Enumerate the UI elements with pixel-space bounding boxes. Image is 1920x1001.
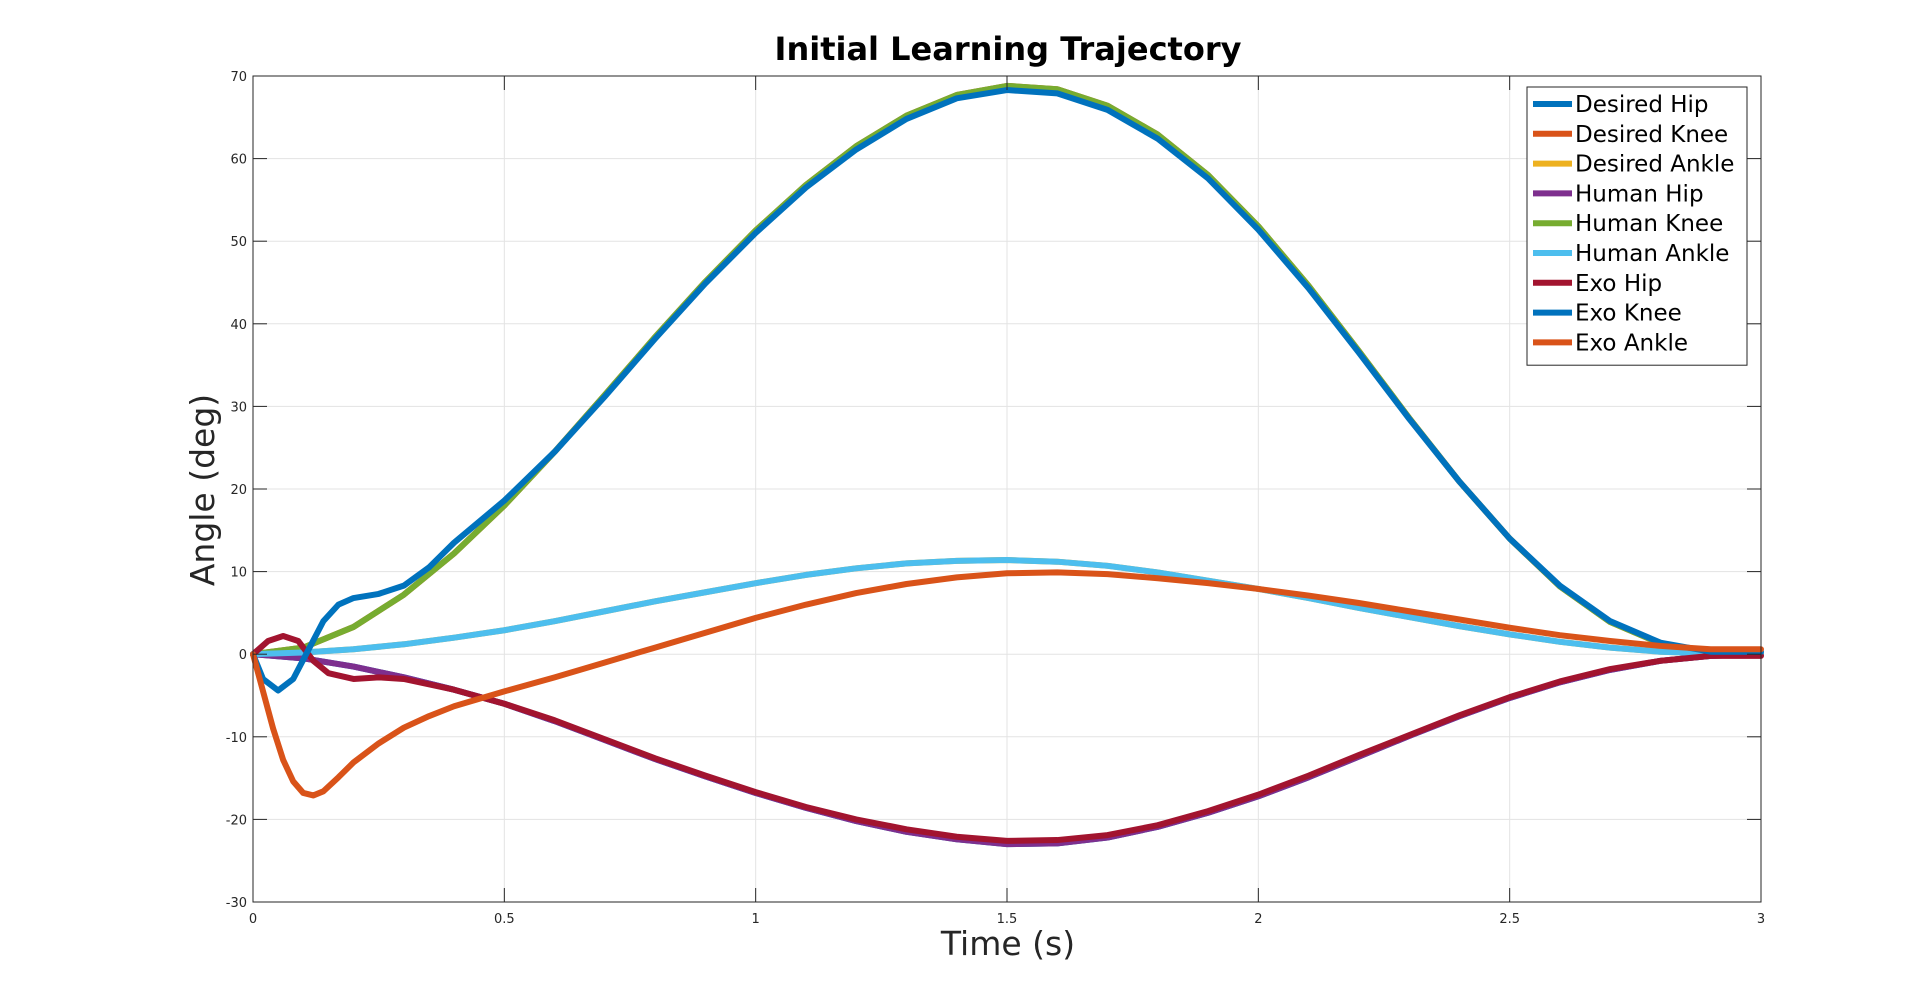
series-line-exo-hip xyxy=(250,633,1764,844)
chart-title: Initial Learning Trajectory xyxy=(775,30,1242,68)
series-line-exo-ankle xyxy=(250,569,1764,799)
y-tick-label: -30 xyxy=(226,896,247,911)
tick-labels: 0 0.5 1 1.5 2 2.5 3 -30 -20 -10 0 10 20 30 40 50 60 70 xyxy=(226,70,1765,927)
legend-label: Human Hip xyxy=(1575,181,1704,207)
x-tick-label: 0.5 xyxy=(494,912,515,927)
x-tick-label: 1.5 xyxy=(997,912,1018,927)
x-tick-label: 2.5 xyxy=(1499,912,1520,927)
x-tick-label: 0 xyxy=(249,912,257,927)
x-tick-label: 3 xyxy=(1757,912,1765,927)
legend: Desired Hip Desired Knee Desired Ankle Huma… xyxy=(1526,86,1748,366)
y-tick-label: -20 xyxy=(226,813,247,828)
x-tick-label: 1 xyxy=(752,912,760,927)
axes xyxy=(252,75,1762,903)
legend-label: Desired Ankle xyxy=(1575,152,1734,178)
x-tick-label: 2 xyxy=(1254,912,1262,927)
y-tick-label: 40 xyxy=(230,318,247,333)
y-tick-label: 50 xyxy=(230,235,247,250)
legend-label: Desired Knee xyxy=(1575,122,1728,148)
y-tick-label: 10 xyxy=(230,566,247,581)
legend-label: Exo Hip xyxy=(1575,271,1662,297)
series-line-human-ankle xyxy=(250,557,1764,658)
legend-label: Exo Knee xyxy=(1575,301,1682,327)
legend-label: Human Ankle xyxy=(1575,241,1729,267)
y-tick-label: -10 xyxy=(226,731,247,746)
series-line-exo-knee xyxy=(250,87,1764,694)
legend-label: Desired Hip xyxy=(1575,92,1709,118)
y-tick-label: 70 xyxy=(230,70,247,85)
y-tick-label: 60 xyxy=(230,153,247,168)
y-tick-label: 30 xyxy=(230,400,247,415)
y-axis-label: Angle (deg) xyxy=(183,394,222,586)
legend-label: Exo Ankle xyxy=(1575,330,1688,356)
legend-label: Human Knee xyxy=(1575,211,1723,237)
y-tick-label: 20 xyxy=(230,483,247,498)
y-tick-label: 0 xyxy=(239,648,247,663)
x-axis-label: Time (s) xyxy=(940,924,1075,963)
series-lines xyxy=(250,82,1764,848)
